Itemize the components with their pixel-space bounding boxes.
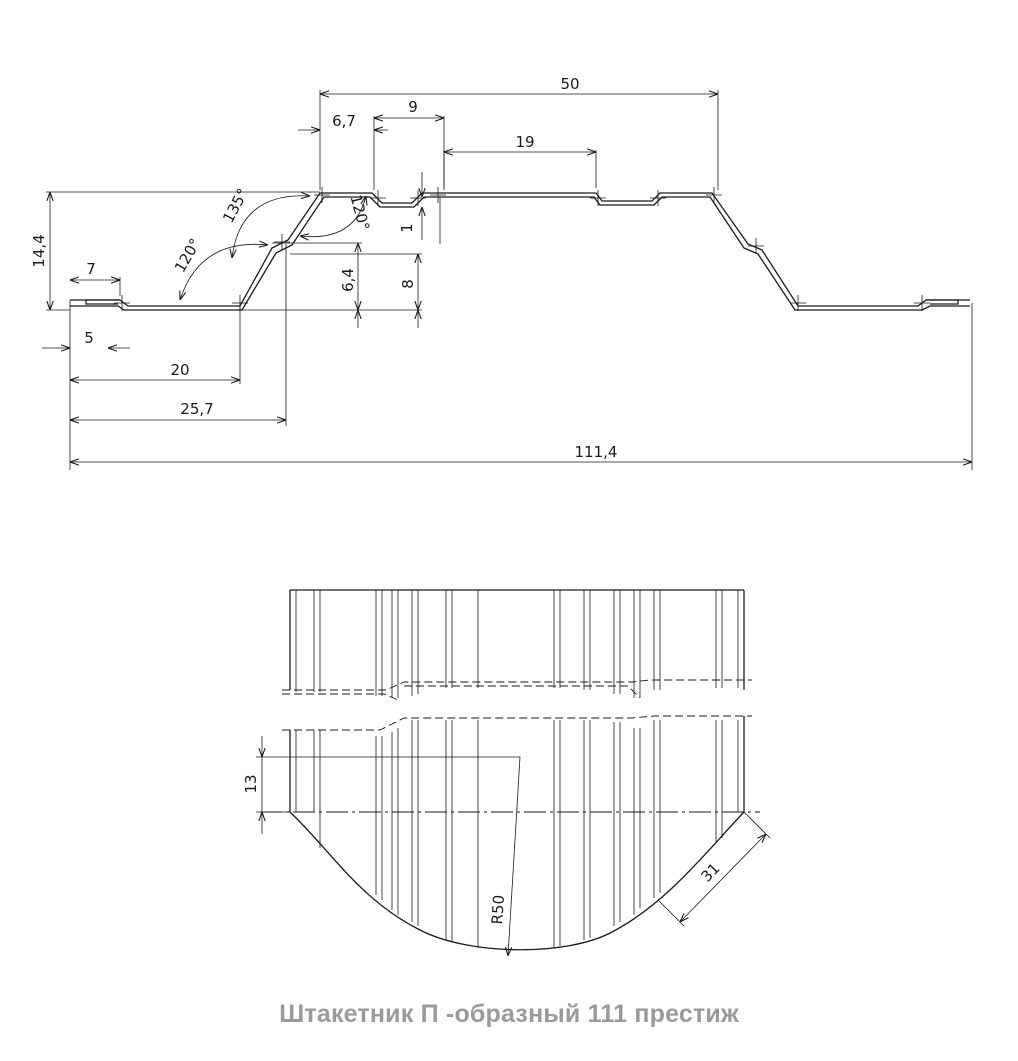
dimension-lines (42, 94, 972, 462)
dim-14-4: 14,4 (30, 234, 48, 267)
front-view: 13 R50 31 (242, 589, 771, 956)
angle-arcs (180, 196, 366, 300)
rounded-bottom-outline (289, 811, 745, 951)
dim-5: 5 (84, 329, 94, 347)
dim-20: 20 (170, 361, 189, 379)
dim-7: 7 (86, 260, 96, 278)
dim-1: 1 (398, 223, 416, 233)
dim-6-4: 6,4 (339, 268, 357, 292)
dim-25-7: 25,7 (180, 400, 213, 418)
dim-13: 13 (242, 774, 260, 793)
product-caption: Штакетник П -образный 111 престиж (279, 1000, 739, 1028)
right-fold (926, 299, 959, 305)
technical-drawing: 111,4 25,7 20 7 5 50 6,7 9 19 14,4 6,4 8… (30, 75, 973, 1000)
dim-9: 9 (408, 98, 418, 116)
lower-piece (260, 715, 760, 951)
profile-section: 111,4 25,7 20 7 5 50 6,7 9 19 14,4 6,4 8… (30, 75, 973, 470)
profile-outline-inner (70, 196, 970, 311)
dim-50: 50 (560, 75, 579, 93)
angle-120-right: 120° (346, 193, 373, 233)
dim-6-7: 6,7 (332, 112, 356, 130)
profile-outline-outer (70, 192, 970, 307)
dim-8: 8 (399, 279, 417, 289)
dim-total-width: 111,4 (575, 443, 618, 461)
angle-120-left: 120° (171, 235, 205, 275)
upper-piece (282, 589, 752, 701)
left-fold (85, 299, 120, 305)
dim-19: 19 (515, 133, 534, 151)
front-view-dimensions: 13 R50 31 (242, 736, 771, 956)
dim-r50: R50 (488, 894, 508, 925)
angle-135: 135° (219, 185, 252, 225)
